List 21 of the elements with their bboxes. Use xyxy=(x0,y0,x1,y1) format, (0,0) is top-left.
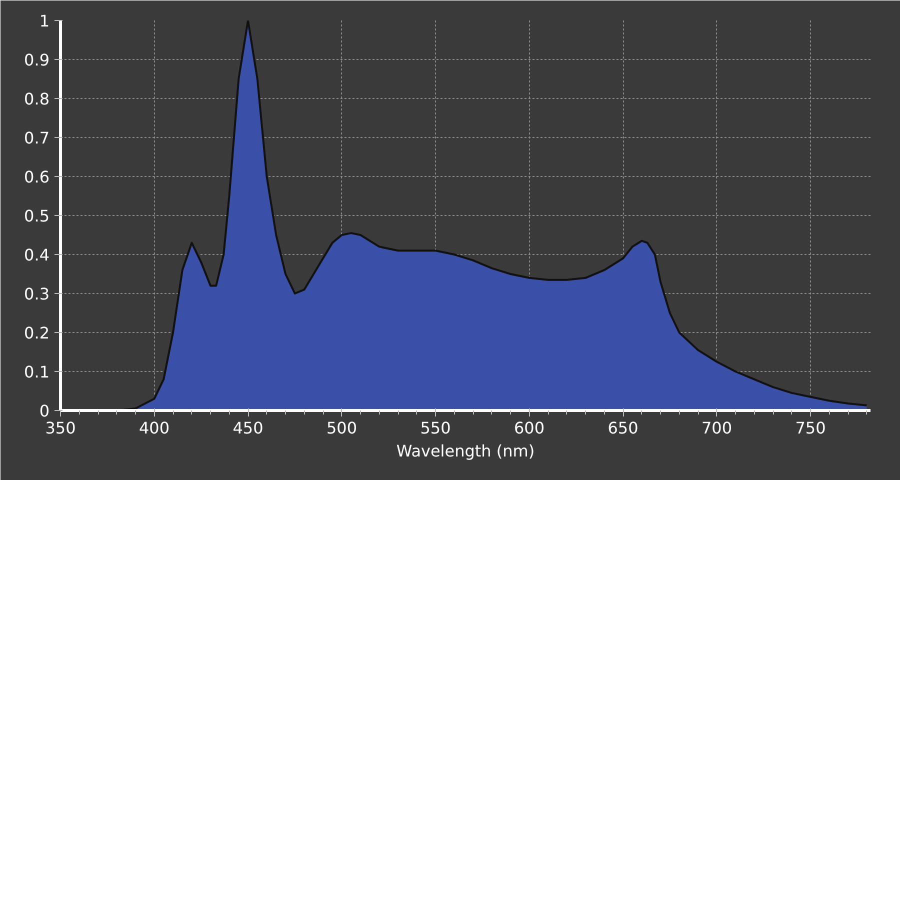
x-axis-title: Wavelength (nm) xyxy=(396,442,535,460)
x-tick-label: 700 xyxy=(701,418,732,438)
x-tick-label: 650 xyxy=(608,418,638,438)
x-tick-label: 600 xyxy=(514,418,545,438)
y-tick-label: 0.6 xyxy=(24,168,50,186)
y-tick-label: 0.4 xyxy=(24,246,50,264)
x-tick-label: 350 xyxy=(45,418,76,438)
y-tick-label: 0.1 xyxy=(24,362,50,382)
x-tick-label: 500 xyxy=(326,418,358,438)
y-tick-label: 0 xyxy=(39,402,50,420)
x-tick-label: 550 xyxy=(420,418,451,438)
x-tick-label: 750 xyxy=(795,418,826,438)
y-tick-label: 0.5 xyxy=(24,206,50,226)
x-tick-label: 400 xyxy=(138,418,170,438)
y-tick-label: 1 xyxy=(39,12,50,30)
y-tick-label: 0.8 xyxy=(24,90,50,108)
x-tick-label: 450 xyxy=(232,418,264,438)
y-tick-label: 0.3 xyxy=(24,284,50,304)
y-tick-label: 0.7 xyxy=(24,128,50,148)
y-tick-label: 0.9 xyxy=(24,50,50,70)
y-tick-label: 0.2 xyxy=(24,324,50,342)
